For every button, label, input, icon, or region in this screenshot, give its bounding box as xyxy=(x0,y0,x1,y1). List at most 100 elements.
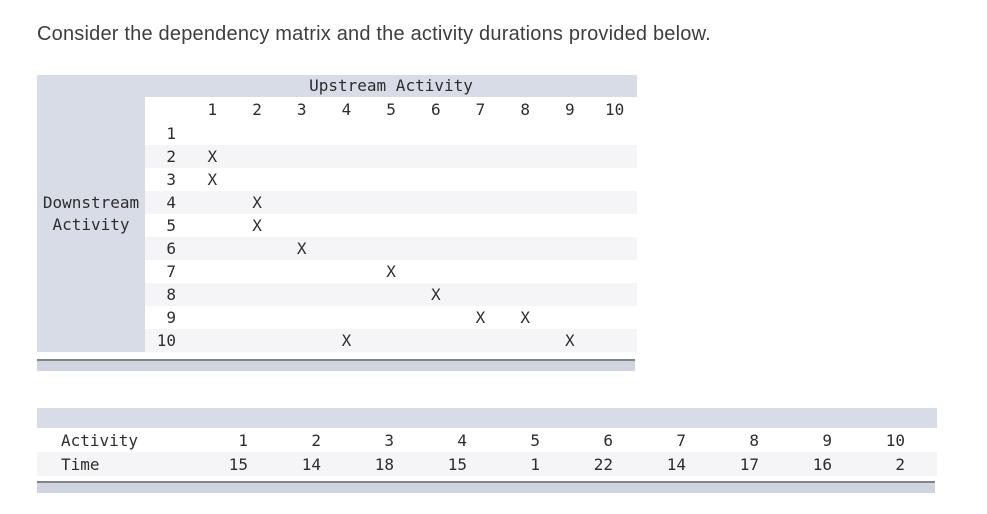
matrix-cell xyxy=(369,237,414,260)
matrix-cell xyxy=(369,145,414,168)
matrix-cell xyxy=(190,306,235,329)
matrix-cell xyxy=(279,306,324,329)
time-value-cell: 22 xyxy=(593,454,613,474)
dependency-mark-cell: X xyxy=(520,308,530,327)
matrix-row-label: 5 xyxy=(166,216,176,235)
matrix-column-header: 4 xyxy=(324,97,369,122)
upstream-activity-header: Upstream Activity xyxy=(145,75,637,97)
activity-number-cell: 9 xyxy=(822,430,832,450)
matrix-cell xyxy=(503,329,548,352)
matrix-cell xyxy=(369,329,414,352)
matrix-cell xyxy=(279,260,324,283)
time-row-label: Time xyxy=(61,454,100,474)
matrix-row-label: 2 xyxy=(166,147,176,166)
dependency-mark-cell: X xyxy=(252,193,262,212)
matrix-cell xyxy=(235,168,280,191)
matrix-cell xyxy=(592,283,637,306)
durations-top-band xyxy=(37,408,937,428)
matrix-bottom-scrollbar xyxy=(37,359,635,371)
matrix-cell xyxy=(413,329,458,352)
matrix-column-header: 3 xyxy=(279,97,325,122)
time-row: Time 15 14 18 15 1 22 14 17 16 2 xyxy=(37,452,937,476)
activity-number-cell: 7 xyxy=(676,430,686,450)
matrix-cell xyxy=(324,283,369,306)
time-value-cell: 15 xyxy=(228,454,248,474)
dependency-matrix-table: 1 2 3 4 5 6 7 8 9 10 1 2 X 3 X 4 X 5 X 6 X 7 X 8 X 9 X X 10 X X xyxy=(145,97,637,352)
matrix-cell xyxy=(235,145,280,168)
dependency-mark-cell: X xyxy=(565,331,575,350)
matrix-cell xyxy=(503,237,548,260)
matrix-cell xyxy=(458,283,503,306)
matrix-cell xyxy=(503,122,548,145)
dependency-mark-cell: X xyxy=(430,285,441,304)
matrix-cell xyxy=(235,122,280,145)
matrix-cell xyxy=(413,122,458,145)
time-value-cell: 14 xyxy=(301,454,321,474)
matrix-cell xyxy=(190,329,235,352)
matrix-cell xyxy=(369,191,414,214)
time-value-cell: 14 xyxy=(666,454,686,474)
question-text: Consider the dependency matrix and the a… xyxy=(37,23,711,45)
activity-number-cell: 4 xyxy=(457,430,467,450)
matrix-corner-cell xyxy=(145,97,190,122)
matrix-cell xyxy=(592,214,637,237)
matrix-cell xyxy=(324,145,369,168)
matrix-cell xyxy=(369,122,414,145)
downstream-header-line1: Downstream xyxy=(42,192,140,212)
dependency-mark-cell: X xyxy=(296,239,307,258)
matrix-cell xyxy=(458,214,503,237)
matrix-cell xyxy=(279,122,324,145)
matrix-cell xyxy=(413,260,458,283)
matrix-cell xyxy=(592,191,637,214)
matrix-row-label: 10 xyxy=(156,331,176,350)
matrix-cell xyxy=(190,122,235,145)
durations-section: Activity 1 2 3 4 5 6 7 8 9 10 Time 15 14 18 15 1 22 14 1… xyxy=(37,408,937,493)
activity-number-cell: 2 xyxy=(311,430,321,450)
durations-bottom-scrollbar xyxy=(37,481,935,493)
matrix-row-label: 8 xyxy=(166,285,176,304)
matrix-cell xyxy=(369,283,414,306)
matrix-cell xyxy=(548,306,593,329)
matrix-cell xyxy=(190,237,235,260)
matrix-cell xyxy=(279,191,324,214)
matrix-cell xyxy=(324,122,369,145)
matrix-cell xyxy=(548,168,593,191)
matrix-cell xyxy=(458,168,503,191)
matrix-cell xyxy=(592,237,637,260)
matrix-column-header: 10 xyxy=(592,97,637,122)
activity-number-cell: 3 xyxy=(384,430,394,450)
matrix-cell xyxy=(190,214,235,237)
downstream-header-line2: Activity xyxy=(52,214,130,234)
activity-row: Activity 1 2 3 4 5 6 7 8 9 10 xyxy=(37,428,937,452)
matrix-cell xyxy=(503,168,548,191)
matrix-cell xyxy=(413,214,458,237)
matrix-column-header: 1 xyxy=(190,97,235,122)
time-value-cell: 18 xyxy=(374,454,394,474)
matrix-cell xyxy=(235,306,280,329)
matrix-cell xyxy=(413,306,458,329)
matrix-cell xyxy=(458,122,503,145)
matrix-column-header: 6 xyxy=(413,97,459,122)
matrix-cell xyxy=(324,306,369,329)
matrix-cell xyxy=(235,260,280,283)
matrix-cell xyxy=(592,260,637,283)
matrix-cell xyxy=(503,145,548,168)
matrix-cell xyxy=(190,191,235,214)
dependency-mark-cell: X xyxy=(207,170,218,189)
matrix-row-label: 1 xyxy=(166,124,176,143)
matrix-cell xyxy=(279,283,324,306)
dependency-mark-cell: X xyxy=(386,262,396,281)
matrix-cell xyxy=(458,191,503,214)
matrix-cell xyxy=(503,191,548,214)
matrix-cell xyxy=(458,260,503,283)
matrix-cell xyxy=(592,122,637,145)
time-value-cell: 16 xyxy=(812,454,832,474)
durations-table: Activity 1 2 3 4 5 6 7 8 9 10 Time 15 14 18 15 1 22 14 1… xyxy=(37,428,937,476)
matrix-cell xyxy=(279,214,324,237)
